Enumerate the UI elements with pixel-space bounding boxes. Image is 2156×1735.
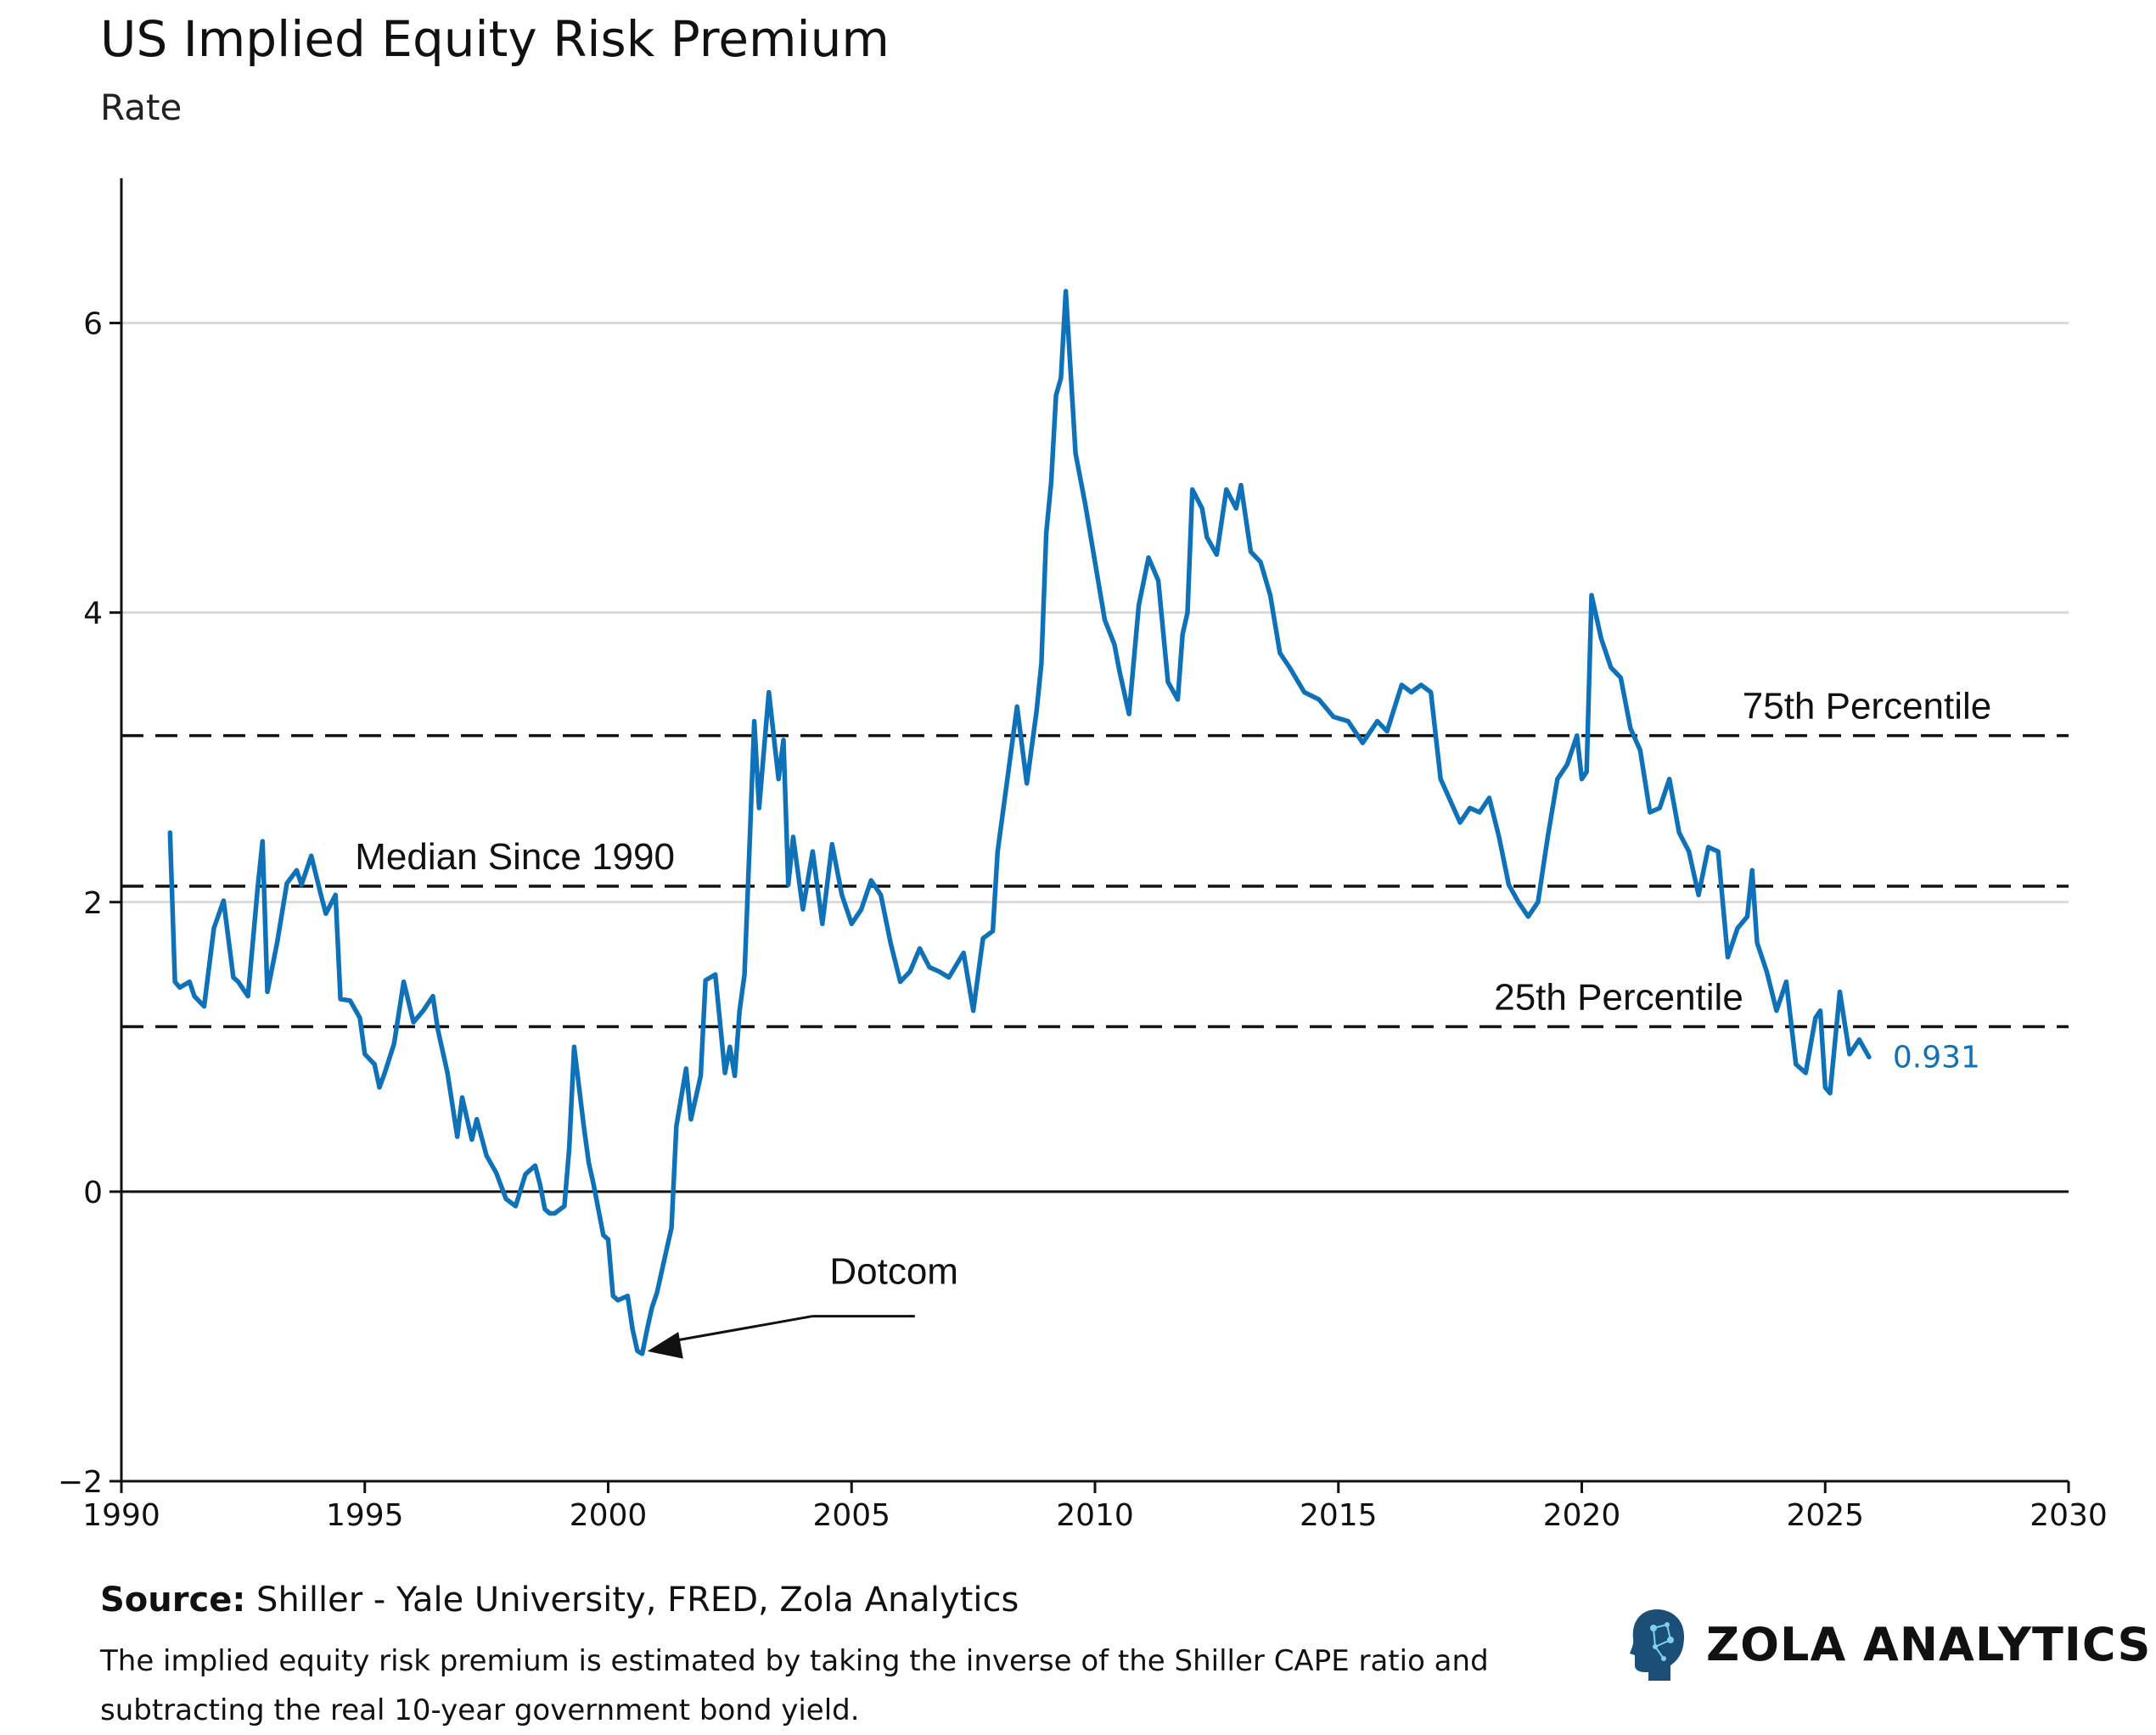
chart-title: US Implied Equity Risk Premium: [100, 10, 890, 68]
y-tick-label: 2: [83, 886, 103, 921]
x-tick-label: 2015: [1300, 1498, 1378, 1533]
y-tick-label: 0: [83, 1176, 103, 1210]
x-tick-label: 2010: [1056, 1498, 1134, 1533]
x-tick-label: 2020: [1543, 1498, 1621, 1533]
reference-line-label: 25th Percentile: [1494, 976, 1743, 1018]
annotation-arrow-head: [647, 1332, 683, 1359]
source-label: Source:: [100, 1581, 246, 1620]
x-tick-label: 2005: [812, 1498, 890, 1533]
series-line: [167, 289, 1872, 1356]
reference-line-label: 75th Percentile: [1743, 686, 1992, 727]
source-line: Source: Shiller - Yale University, FRED,…: [100, 1581, 1019, 1620]
chart-subtitle: Rate: [100, 87, 182, 128]
x-tick-label: 2025: [1786, 1498, 1864, 1533]
y-tick-label: −2: [58, 1465, 103, 1500]
head-circuit-icon: [1630, 1609, 1684, 1681]
series-layer: 0.931: [167, 289, 1980, 1356]
reference-line-label: Median Since 1990: [355, 836, 675, 878]
annotation-label: Dotcom: [829, 1251, 958, 1293]
brand-name: ZOLA ANALYTICS: [1706, 1617, 2152, 1671]
y-tick-label: 6: [83, 307, 103, 342]
annotation-arrow-shaft: [667, 1315, 813, 1344]
y-tick-label: 4: [83, 597, 103, 632]
chart-area: 75th Percentile Median Since 1990 25th Per…: [58, 178, 2108, 1533]
x-tick-label: 1990: [82, 1498, 160, 1533]
grid-layer: [121, 322, 2069, 904]
methodology-note: The implied equity risk premium is estim…: [100, 1644, 1489, 1727]
x-tick-label: 2030: [2030, 1498, 2108, 1533]
brand-logo: ZOLA ANALYTICS: [1628, 1606, 2151, 1682]
last-value-label: 0.931: [1893, 1040, 1980, 1075]
annotation-layer: Dotcom: [647, 1251, 958, 1359]
source-text: Shiller - Yale University, FRED, Zola An…: [256, 1581, 1019, 1620]
axes-layer: −2 0 2 4 6 1990 1995 2000 2005 2010 2015 2020 2025 20…: [58, 178, 2108, 1533]
reference-lines-layer: 75th Percentile Median Since 1990 25th Per…: [121, 686, 2069, 1029]
x-tick-label: 1995: [326, 1498, 404, 1533]
x-tick-label: 2000: [570, 1498, 648, 1533]
